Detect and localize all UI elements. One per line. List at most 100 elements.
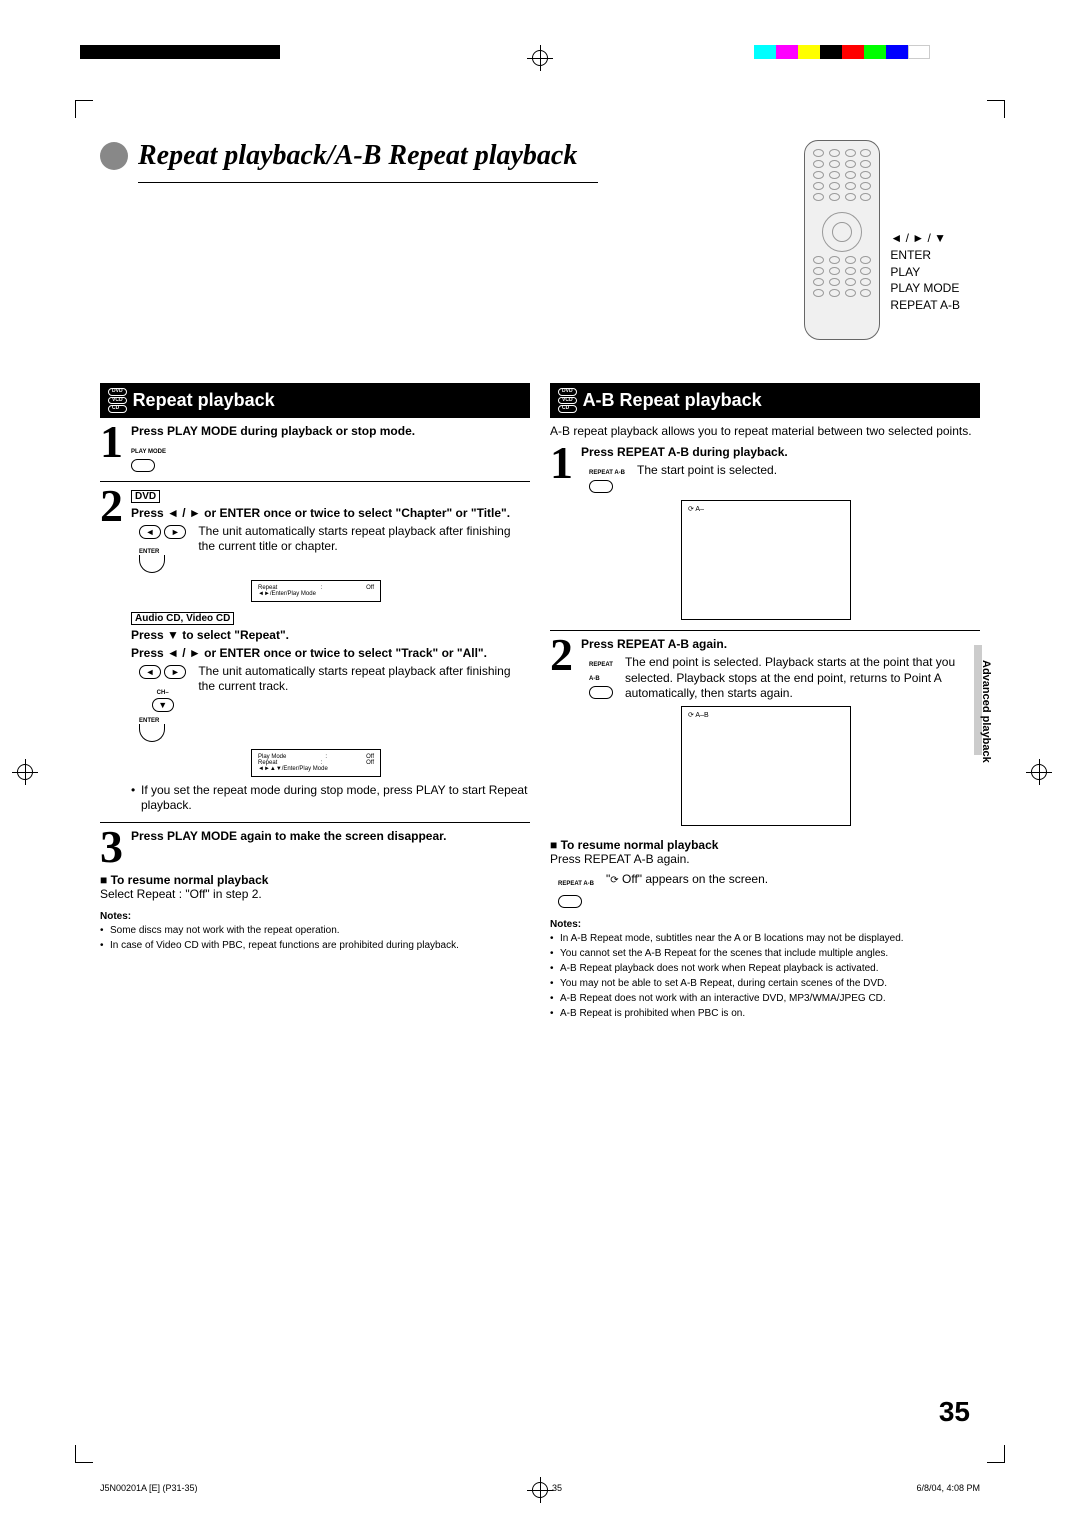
remote-callout: ◄ / ► / ▼ ENTER PLAY PLAY MODE REPEAT A-… — [804, 140, 960, 340]
crop-color-bars — [754, 45, 930, 59]
step-description: The unit automatically starts repeat pla… — [198, 524, 530, 555]
nav-buttons: ◄ ► ENTER — [139, 524, 186, 576]
cd-badge: Audio CD, Video CD — [131, 612, 234, 625]
remote-labels: ◄ / ► / ▼ ENTER PLAY PLAY MODE REPEAT A-… — [890, 230, 960, 340]
step-2: 2 DVD Press ◄ / ► or ENTER once or twice… — [100, 488, 530, 816]
resume-heading: ■ To resume normal playback — [550, 838, 980, 852]
step-1: 1 Press REPEAT A-B during playback. REPE… — [550, 445, 980, 624]
right-arrow-icon: ► — [164, 525, 186, 539]
divider — [100, 481, 530, 482]
note-item: A-B Repeat is prohibited when PBC is on. — [550, 1007, 980, 1020]
divider — [100, 822, 530, 823]
remote-playmode-label: PLAY MODE — [890, 280, 960, 297]
ch-label: CH– — [157, 690, 169, 696]
button-label: REPEAT A-B — [589, 470, 625, 476]
section-heading: DVD VCD CD Repeat playback — [100, 383, 530, 418]
step-number: 2 — [550, 637, 573, 830]
repeat-ab-button-icon — [558, 895, 582, 908]
enter-button-icon — [139, 724, 165, 742]
crop-black-bar — [80, 45, 280, 59]
enter-label: ENTER — [139, 549, 186, 555]
dvd-badge: DVD — [131, 490, 160, 503]
crop-corner — [987, 100, 1005, 118]
notes-heading: Notes: — [550, 919, 980, 930]
disc-badges: DVD VCD CD — [108, 388, 127, 413]
button-label: REPEAT A-B — [558, 881, 594, 887]
note-item: You may not be able to set A-B Repeat, d… — [550, 977, 980, 990]
step-description: The end point is selected. Playback star… — [625, 655, 980, 702]
resume-text: Press REPEAT A-B again. — [550, 852, 980, 868]
section-title: A-B Repeat playback — [583, 390, 762, 411]
enter-button-icon — [139, 555, 165, 573]
resume-text: Select Repeat : "Off" in step 2. — [100, 887, 530, 903]
crop-corner — [987, 1445, 1005, 1463]
step-3: 3 Press PLAY MODE again to make the scre… — [100, 829, 530, 866]
osd-display: ⟳ A– — [681, 500, 851, 620]
notes-heading: Notes: — [100, 911, 530, 922]
step-number: 3 — [100, 829, 123, 866]
step-2: 2 Press REPEAT A-B again. REPEAT A-B The… — [550, 637, 980, 830]
left-arrow-icon: ◄ — [139, 665, 161, 679]
osd-display: Repeat:Off ◄►/Enter/Play Mode — [251, 580, 381, 602]
registration-mark-icon — [17, 764, 33, 780]
note-item: You cannot set the A-B Repeat for the sc… — [550, 947, 980, 960]
osd-indicator: ⟳ A– — [688, 505, 704, 513]
page-number: 35 — [939, 1396, 970, 1428]
step-instruction: Press ▼ to select "Repeat". — [131, 628, 530, 642]
note-item: In A-B Repeat mode, subtitles near the A… — [550, 932, 980, 945]
step-instruction: Press PLAY MODE during playback or stop … — [131, 424, 530, 438]
title-bullet-icon — [100, 142, 128, 170]
remote-repeatab-label: REPEAT A-B — [890, 297, 960, 314]
step-number: 2 — [100, 488, 123, 816]
remote-play-label: PLAY — [890, 264, 960, 281]
step-number: 1 — [550, 445, 573, 624]
registration-mark-icon — [1031, 764, 1047, 780]
step-number: 1 — [100, 424, 123, 475]
remote-diagram — [804, 140, 880, 340]
repeat-ab-button-icon — [589, 686, 613, 699]
step-note: If you set the repeat mode during stop m… — [131, 783, 530, 814]
enter-label: ENTER — [139, 718, 186, 724]
notes-list: Some discs may not work with the repeat … — [100, 924, 530, 952]
button-label: REPEAT A-B — [589, 662, 613, 682]
footer-docid: J5N00201A [E] (P31-35) — [100, 1483, 198, 1493]
step-1: 1 Press PLAY MODE during playback or sto… — [100, 424, 530, 475]
step-instruction: Press REPEAT A-B again. — [581, 637, 980, 651]
step-instruction: Press ◄ / ► or ENTER once or twice to se… — [131, 506, 530, 520]
osd-display: ⟳ A–B — [681, 706, 851, 826]
step-instruction: Press PLAY MODE again to make the screen… — [131, 829, 530, 843]
osd-display: Play Mode:Off Repeat:Off ◄►▲▼/Enter/Play… — [251, 749, 381, 777]
title-underline — [138, 182, 598, 183]
section-title: Repeat playback — [133, 390, 275, 411]
playmode-button-icon — [131, 459, 155, 472]
nav-buttons: ◄ ► CH– ▼ ENTER — [139, 664, 186, 745]
step-description: The start point is selected. — [637, 463, 777, 479]
resume-heading: ■ To resume normal playback — [100, 873, 530, 887]
footer: J5N00201A [E] (P31-35) 35 6/8/04, 4:08 P… — [100, 1483, 980, 1493]
remote-dpad-icon — [822, 212, 862, 252]
repeat-off-icon: ⟳ — [610, 875, 618, 886]
step-description: The unit automatically starts repeat pla… — [198, 664, 530, 695]
step-instruction: Press REPEAT A-B during playback. — [581, 445, 980, 459]
remote-arrows-label: ◄ / ► / ▼ — [890, 230, 960, 247]
notes-list: In A-B Repeat mode, subtitles near the A… — [550, 932, 980, 1020]
footer-page: 35 — [552, 1483, 562, 1493]
note-item: A-B Repeat playback does not work when R… — [550, 962, 980, 975]
divider — [550, 630, 980, 631]
step-instruction: Press ◄ / ► or ENTER once or twice to se… — [131, 646, 530, 660]
repeat-ab-button-icon — [589, 480, 613, 493]
repeat-playback-section: DVD VCD CD Repeat playback 1 Press PLAY … — [100, 383, 530, 1022]
crop-corner — [75, 1445, 93, 1463]
footer-timestamp: 6/8/04, 4:08 PM — [916, 1483, 980, 1493]
disc-badges: DVD VCD CD — [558, 388, 577, 413]
registration-mark-icon — [532, 50, 548, 66]
osd-hint: ◄►▲▼/Enter/Play Mode — [258, 766, 374, 772]
note-item: A-B Repeat does not work with an interac… — [550, 992, 980, 1005]
osd-hint: ◄►/Enter/Play Mode — [258, 591, 374, 597]
button-label: PLAY MODE — [131, 449, 166, 455]
osd-indicator: ⟳ A–B — [688, 711, 709, 719]
left-arrow-icon: ◄ — [139, 525, 161, 539]
note-item: In case of Video CD with PBC, repeat fun… — [100, 939, 530, 952]
page-content: Repeat playback/A-B Repeat playback ◄ / … — [100, 140, 980, 1428]
down-arrow-icon: ▼ — [152, 698, 174, 712]
